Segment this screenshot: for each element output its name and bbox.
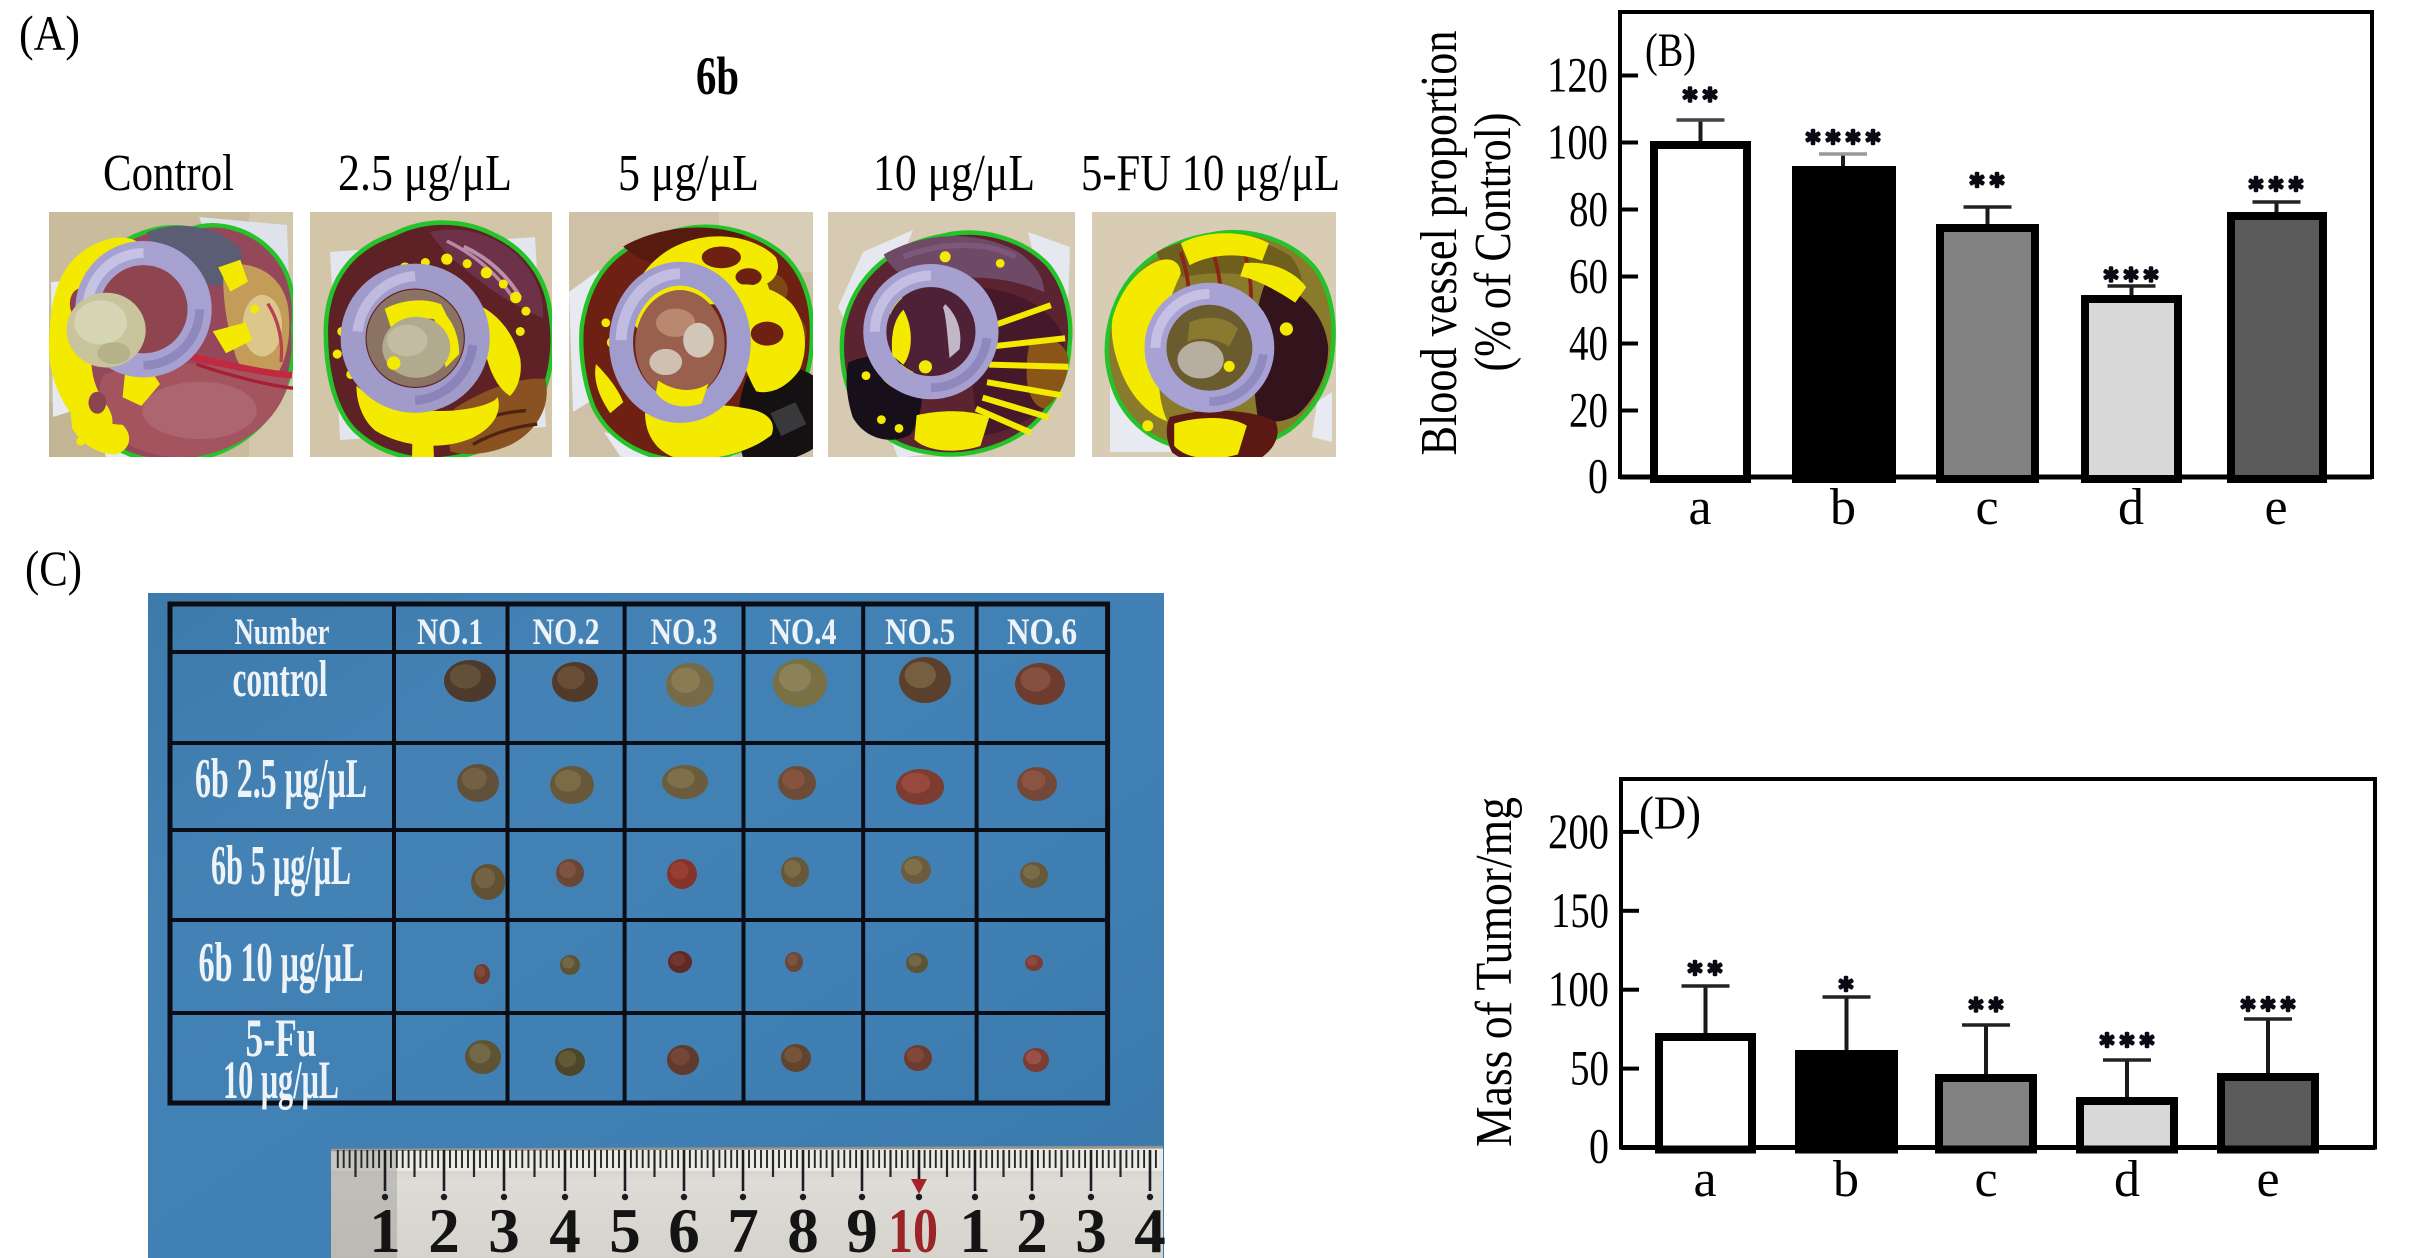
svg-text:e: e <box>2256 1151 2279 1208</box>
svg-text:100: 100 <box>1547 114 1608 170</box>
svg-text:c: c <box>1975 479 1998 536</box>
svg-text:NO.1: NO.1 <box>417 612 483 653</box>
svg-text:e: e <box>2264 479 2287 536</box>
svg-text:2: 2 <box>428 1196 460 1258</box>
svg-text:a: a <box>1688 479 1711 536</box>
svg-text:2.5 μg/μL: 2.5 μg/μL <box>338 145 512 202</box>
svg-text:3: 3 <box>1075 1196 1107 1258</box>
svg-text:(A): (A) <box>19 5 80 61</box>
svg-text:Mass of Tumor/mg: Mass of Tumor/mg <box>1466 797 1523 1147</box>
svg-text:Control: Control <box>103 145 234 202</box>
svg-text:100: 100 <box>1548 961 1609 1017</box>
svg-text:10 μg/μL: 10 μg/μL <box>873 145 1035 202</box>
svg-text:40: 40 <box>1569 315 1608 371</box>
svg-text:6b 10 μg/μL: 6b 10 μg/μL <box>199 932 364 994</box>
svg-text:b: b <box>1830 479 1856 536</box>
svg-text:6b 2.5 μg/μL: 6b 2.5 μg/μL <box>195 748 367 810</box>
svg-text:a: a <box>1693 1151 1716 1208</box>
svg-text:NO.5: NO.5 <box>885 612 955 653</box>
svg-text:120: 120 <box>1547 47 1608 103</box>
svg-text:6b 5 μg/μL: 6b 5 μg/μL <box>211 835 351 897</box>
svg-text:1: 1 <box>369 1196 401 1258</box>
svg-text:4: 4 <box>1134 1196 1166 1258</box>
svg-text:5-FU 10 μg/μL: 5-FU 10 μg/μL <box>1081 145 1340 202</box>
svg-text:8: 8 <box>787 1196 819 1258</box>
svg-text:60: 60 <box>1569 248 1608 304</box>
svg-text:b: b <box>1833 1151 1859 1208</box>
svg-text:NO.2: NO.2 <box>533 612 600 653</box>
svg-text:6: 6 <box>668 1196 700 1258</box>
svg-text:0: 0 <box>1588 448 1608 504</box>
svg-text:4: 4 <box>549 1196 581 1258</box>
svg-text:NO.6: NO.6 <box>1007 612 1077 653</box>
svg-text:Number: Number <box>235 612 330 653</box>
svg-text:10 μg/μL: 10 μg/μL <box>223 1050 339 1110</box>
svg-text:d: d <box>2114 1151 2140 1208</box>
svg-text:NO.4: NO.4 <box>770 612 837 653</box>
svg-text:Blood vessel proportion: Blood vessel proportion <box>1411 31 1468 456</box>
svg-text:c: c <box>1974 1151 1997 1208</box>
svg-text:10: 10 <box>888 1196 938 1258</box>
svg-text:1: 1 <box>959 1196 991 1258</box>
svg-text:(% of Control): (% of Control) <box>1465 113 1522 372</box>
svg-text:0: 0 <box>1589 1118 1609 1174</box>
svg-text:2: 2 <box>1016 1196 1048 1258</box>
svg-text:NO.3: NO.3 <box>651 612 718 653</box>
svg-text:5 μg/μL: 5 μg/μL <box>618 145 759 202</box>
svg-text:50: 50 <box>1570 1040 1609 1096</box>
svg-text:9: 9 <box>846 1196 878 1258</box>
svg-text:(D): (D) <box>1639 787 1701 840</box>
svg-text:(C): (C) <box>25 540 82 596</box>
svg-text:80: 80 <box>1569 181 1608 237</box>
svg-text:(B): (B) <box>1645 24 1696 77</box>
svg-text:20: 20 <box>1569 382 1608 438</box>
svg-text:d: d <box>2118 479 2144 536</box>
svg-text:control: control <box>233 651 328 708</box>
svg-text:5-Fu: 5-Fu <box>246 1008 317 1068</box>
svg-text:200: 200 <box>1548 803 1609 859</box>
svg-text:150: 150 <box>1551 882 1609 938</box>
svg-text:5: 5 <box>609 1196 641 1258</box>
svg-text:6b: 6b <box>696 46 739 106</box>
svg-text:7: 7 <box>727 1196 759 1258</box>
svg-text:3: 3 <box>488 1196 520 1258</box>
